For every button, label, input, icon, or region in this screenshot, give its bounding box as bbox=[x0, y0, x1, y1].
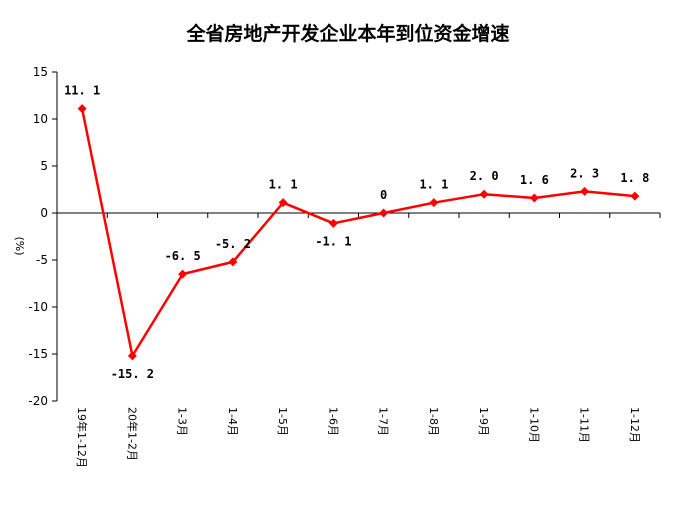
y-tick-label: 15 bbox=[33, 65, 48, 79]
x-tick-label: 1-6月 bbox=[326, 407, 339, 436]
data-point-marker bbox=[77, 104, 87, 114]
data-label: 1. 1 bbox=[269, 178, 298, 192]
x-tick-label: 20年1-2月 bbox=[125, 407, 139, 461]
x-tick-label: 1-11月 bbox=[578, 407, 591, 443]
data-point-marker bbox=[328, 218, 338, 228]
data-label: 1. 8 bbox=[620, 171, 649, 185]
data-point-marker bbox=[429, 198, 439, 208]
y-tick-label: 0 bbox=[40, 206, 48, 220]
x-tick-label: 1-12月 bbox=[628, 407, 641, 443]
data-point-marker bbox=[379, 208, 389, 218]
data-label: -15. 2 bbox=[111, 367, 154, 381]
data-point-marker bbox=[228, 257, 238, 267]
y-tick-label: -20 bbox=[28, 394, 48, 408]
y-tick-label: 10 bbox=[33, 112, 48, 126]
series-line-path bbox=[80, 108, 636, 358]
axes bbox=[52, 71, 661, 402]
data-label: 0 bbox=[380, 188, 387, 202]
data-label: 2. 0 bbox=[470, 169, 499, 183]
y-tick-labels: 15 10 5 0 -5 -10 -15 -20 bbox=[28, 65, 48, 408]
data-point-marker bbox=[178, 269, 188, 279]
y-axis-label: (%) bbox=[13, 236, 26, 255]
x-tick-label: 1-7月 bbox=[377, 407, 390, 436]
y-tick-label: -10 bbox=[28, 300, 48, 314]
x-tick-label: 19年1-12月 bbox=[75, 407, 89, 468]
x-tick-label: 1-4月 bbox=[226, 407, 239, 436]
data-label: -5. 2 bbox=[215, 237, 251, 251]
x-tick-label: 1-5月 bbox=[276, 407, 289, 436]
data-point-marker bbox=[529, 193, 539, 203]
data-point-marker bbox=[479, 189, 489, 199]
data-point-marker bbox=[127, 351, 137, 361]
data-label: 11. 1 bbox=[64, 84, 100, 98]
chart-title: 全省房地产开发企业本年到位资金增速 bbox=[185, 22, 509, 45]
x-tick-label: 1-3月 bbox=[176, 407, 189, 436]
data-point-marker bbox=[580, 186, 590, 196]
data-point-marker bbox=[630, 191, 640, 201]
x-tick-labels: 19年1-12月 20年1-2月 1-3月 1-4月 1-5月 1-6月 1-7月 1-8月 1… bbox=[75, 407, 641, 468]
data-labels: 11. 1 -15. 2 -6. 5 -5. 2 1. 1 -1. 1 0 1. 1 2. 0 1… bbox=[64, 84, 649, 381]
x-tick-label: 1-8月 bbox=[427, 407, 440, 436]
y-tick-label: 5 bbox=[40, 159, 48, 173]
x-tick-label: 1-10月 bbox=[527, 407, 540, 443]
y-tick-label: -15 bbox=[28, 347, 48, 361]
data-label: 1. 1 bbox=[419, 178, 448, 192]
data-label: -6. 5 bbox=[165, 249, 201, 263]
data-point-marker bbox=[278, 198, 288, 208]
data-label: -1. 1 bbox=[315, 234, 351, 248]
data-label: 2. 3 bbox=[570, 166, 599, 180]
series-line bbox=[77, 104, 640, 361]
data-label: 1. 6 bbox=[520, 173, 549, 187]
x-tick-label: 1-9月 bbox=[477, 407, 490, 436]
y-tick-label: -5 bbox=[36, 253, 48, 267]
